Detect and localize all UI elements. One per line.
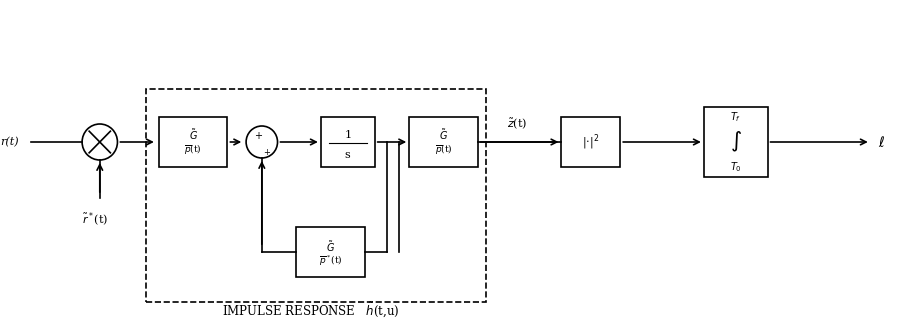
Text: $T_f$: $T_f$ bbox=[730, 110, 741, 124]
Text: $\tilde{G}$: $\tilde{G}$ bbox=[326, 239, 335, 254]
Text: $\tilde{z}$(t): $\tilde{z}$(t) bbox=[507, 117, 527, 131]
Bar bbox=[562, 117, 620, 167]
Text: $\int$: $\int$ bbox=[730, 130, 742, 154]
Bar bbox=[296, 227, 365, 277]
Bar bbox=[704, 107, 767, 177]
Bar bbox=[159, 117, 227, 167]
Text: s: s bbox=[345, 150, 351, 160]
Text: $\ell$: $\ell$ bbox=[877, 134, 884, 149]
Text: $\overline{p}$(t): $\overline{p}$(t) bbox=[185, 143, 202, 157]
Text: |$\cdot$|$^2$: |$\cdot$|$^2$ bbox=[582, 132, 599, 152]
Text: $\tilde{G}$: $\tilde{G}$ bbox=[188, 127, 197, 142]
Bar bbox=[321, 117, 375, 167]
Bar bbox=[146, 89, 485, 302]
Text: +: + bbox=[254, 131, 262, 141]
Text: 1: 1 bbox=[345, 130, 351, 140]
Text: IMPULSE RESPONSE   $\tilde{h}$(t,u): IMPULSE RESPONSE $\tilde{h}$(t,u) bbox=[222, 300, 400, 319]
Text: $\tilde{G}$: $\tilde{G}$ bbox=[439, 127, 448, 142]
Text: r(t): r(t) bbox=[1, 137, 19, 147]
Text: $\overline{p}^*$(t): $\overline{p}^*$(t) bbox=[319, 253, 343, 269]
Text: $T_0$: $T_0$ bbox=[730, 160, 742, 174]
Text: $\overline{p}$(t): $\overline{p}$(t) bbox=[435, 143, 453, 157]
Bar bbox=[409, 117, 478, 167]
Text: +: + bbox=[264, 147, 270, 156]
Text: $\tilde{r}^*$(t): $\tilde{r}^*$(t) bbox=[82, 210, 108, 228]
